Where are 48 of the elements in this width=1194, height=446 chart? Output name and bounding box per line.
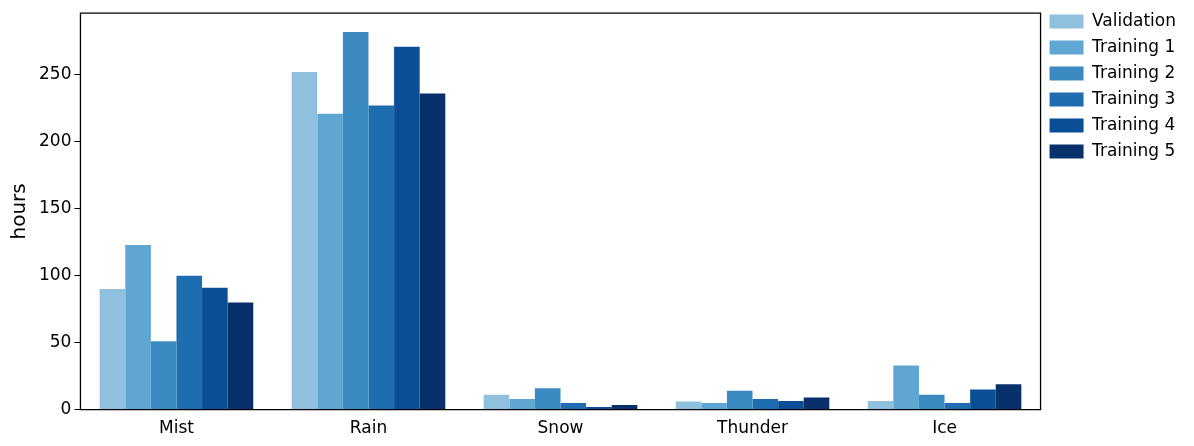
legend-label: Training 1 xyxy=(1091,35,1176,56)
bar xyxy=(419,93,446,410)
bar xyxy=(150,341,177,410)
legend-label: Training 4 xyxy=(1091,113,1176,134)
bar xyxy=(970,389,996,410)
x-tick-label: Snow xyxy=(537,417,584,438)
bar xyxy=(586,406,612,410)
y-tick-label: 50 xyxy=(49,331,72,352)
bar xyxy=(317,113,343,410)
bar xyxy=(867,400,894,410)
x-tick-label: Thunder xyxy=(716,417,788,438)
legend-label: Training 3 xyxy=(1091,87,1176,108)
legend-label: Training 2 xyxy=(1091,61,1176,82)
bar xyxy=(176,275,203,410)
bar xyxy=(611,404,638,410)
x-tick-label: Ice xyxy=(932,417,957,438)
bar xyxy=(483,394,510,410)
bar xyxy=(675,401,702,410)
bar xyxy=(726,390,753,410)
y-tick-label: 150 xyxy=(38,197,72,218)
bar xyxy=(342,31,369,410)
bar xyxy=(125,244,151,410)
legend-label: Validation xyxy=(1092,9,1177,30)
bar xyxy=(394,46,420,410)
bar xyxy=(368,105,395,410)
bar xyxy=(227,302,254,410)
bar xyxy=(202,287,228,410)
x-tick-label: Mist xyxy=(159,417,195,438)
bar xyxy=(534,388,561,410)
bar xyxy=(778,400,804,410)
bar xyxy=(701,402,727,410)
bar xyxy=(291,72,318,410)
y-tick-label: 200 xyxy=(38,130,72,151)
bar xyxy=(944,402,971,410)
bar xyxy=(893,365,919,410)
bar xyxy=(560,402,587,410)
bar xyxy=(99,289,126,410)
bar xyxy=(752,398,779,410)
y-tick-label: 100 xyxy=(38,264,72,285)
x-tick-label: Rain xyxy=(349,417,388,438)
legend-label: Training 5 xyxy=(1091,139,1176,160)
y-axis-title: hours xyxy=(6,183,31,240)
bar xyxy=(918,394,945,410)
bar xyxy=(803,397,830,410)
y-tick-label: 250 xyxy=(38,63,72,84)
bar xyxy=(995,384,1022,410)
bar xyxy=(509,398,535,410)
y-tick-label: 0 xyxy=(60,398,72,419)
